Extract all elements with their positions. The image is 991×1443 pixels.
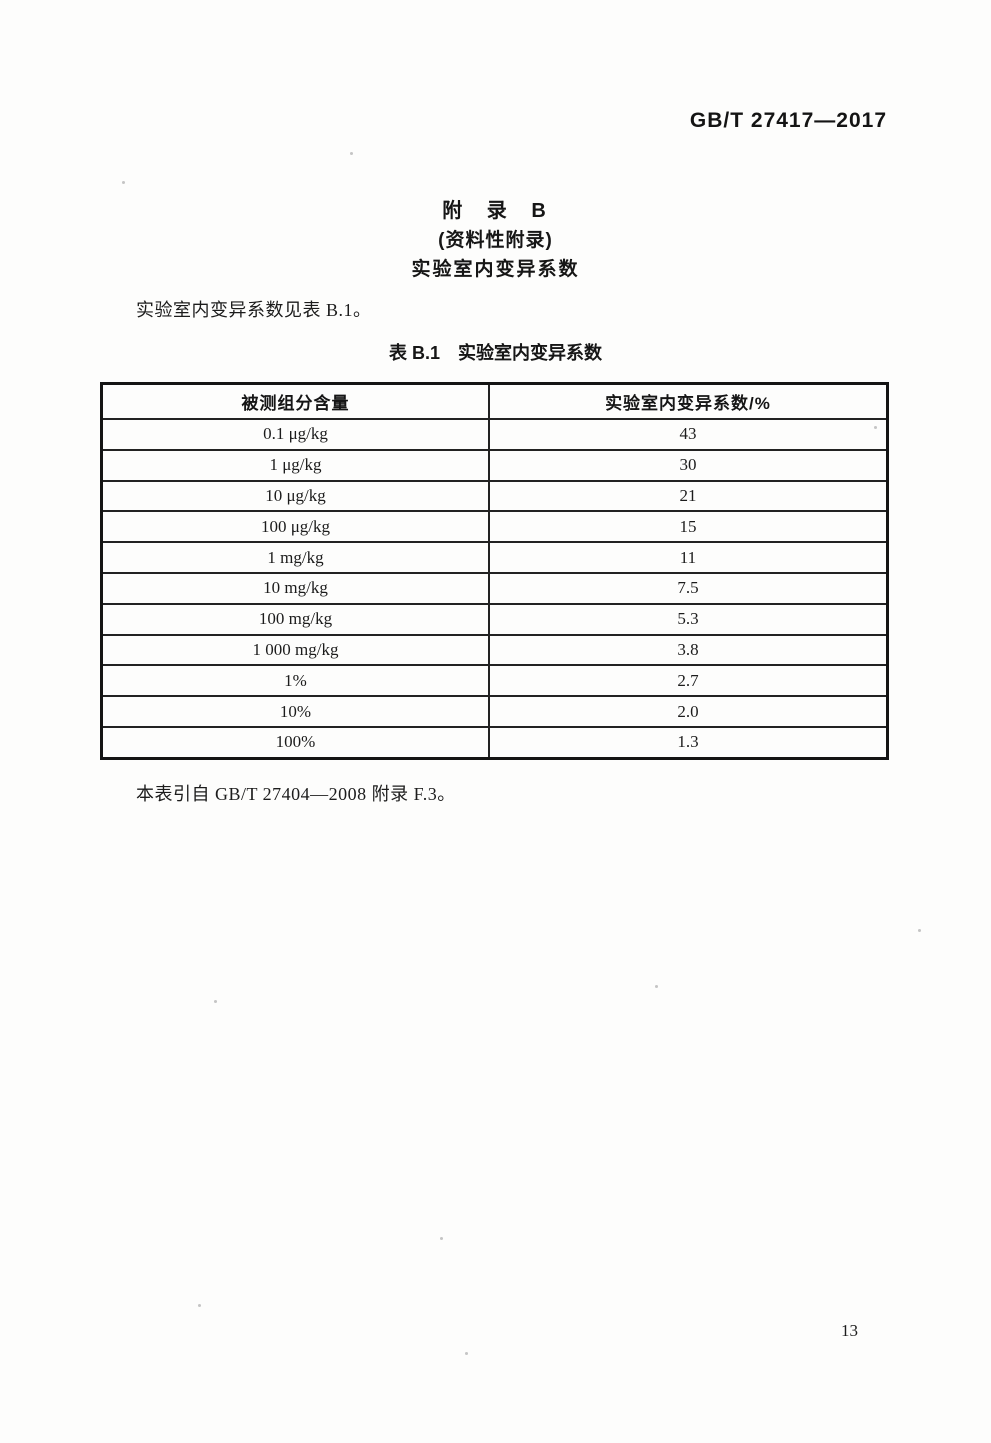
table-row: 100 μg/kg 15 [100,510,889,544]
table-cell: 100 μg/kg [100,510,490,544]
intro-text: 实验室内变异系数见表 B.1。 [136,300,372,320]
appendix-heading-block: 附 录 B (资料性附录) 实验室内变异系数 [0,197,991,284]
scan-speck [350,152,353,155]
table-cell: 7.5 [487,571,889,605]
table-row: 10 μg/kg 21 [100,479,889,513]
table-row: 1 μg/kg 30 [100,448,889,482]
table-cell: 5.3 [487,602,889,636]
scan-speck [918,929,921,932]
scan-speck [440,1237,443,1240]
table-cell: 30 [487,448,889,482]
scan-speck [198,1304,201,1307]
column-header-content: 被测组分含量 [100,382,490,420]
table-cell: 15 [487,510,889,544]
scan-speck [655,985,658,988]
table-caption-label: 表 B.1 [388,343,440,363]
scan-speck [874,426,877,429]
scan-speck [214,1000,217,1003]
scan-speck [465,1352,468,1355]
table-cell: 10 mg/kg [100,571,490,605]
table-cell: 43 [487,418,889,451]
table-header-row: 被测组分含量 实验室内变异系数/% [100,382,889,420]
table-cell: 10% [100,695,490,728]
table-cell: 1 μg/kg [100,448,490,482]
table-cell: 2.7 [487,664,889,698]
cv-table: 被测组分含量 实验室内变异系数/% 0.1 μg/kg 43 1 μg/kg 3… [100,382,889,760]
table-row: 0.1 μg/kg 43 [100,418,889,451]
appendix-title: 附 录 B [442,200,549,222]
appendix-name: 实验室内变异系数 [411,259,580,280]
table-cell: 0.1 μg/kg [100,418,490,451]
table-row: 1% 2.7 [100,664,889,698]
table-cell: 10 μg/kg [100,479,490,513]
table-cell: 1 mg/kg [100,541,490,574]
table-cell: 3.8 [487,633,889,667]
table-cell: 21 [487,479,889,513]
table-row: 10 mg/kg 7.5 [100,571,889,605]
table-cell: 11 [487,541,889,574]
table-cell: 100 mg/kg [100,602,490,636]
page-number: 13 [841,1321,858,1340]
appendix-subtitle: (资料性附录) [438,230,553,251]
table-row: 100 mg/kg 5.3 [100,602,889,636]
table-cell: 1% [100,664,490,698]
column-header-cv: 实验室内变异系数/% [487,382,889,420]
table-cell: 1.3 [487,725,889,760]
table-cell: 1 000 mg/kg [100,633,490,667]
table-caption: 表 B.1 实验室内变异系数 [0,339,991,365]
table-row: 10% 2.0 [100,695,889,728]
scan-speck [122,181,125,184]
source-note: 本表引自 GB/T 27404—2008 附录 F.3。 [136,784,456,804]
table-cell: 100% [100,725,490,760]
standard-number: GB/T 27417—2017 [689,109,887,132]
table-row: 1 000 mg/kg 3.8 [100,633,889,667]
table-caption-title: 实验室内变异系数 [458,343,602,363]
table-row: 100% 1.3 [100,725,889,760]
table-row: 1 mg/kg 11 [100,541,889,574]
table-cell: 2.0 [487,695,889,728]
